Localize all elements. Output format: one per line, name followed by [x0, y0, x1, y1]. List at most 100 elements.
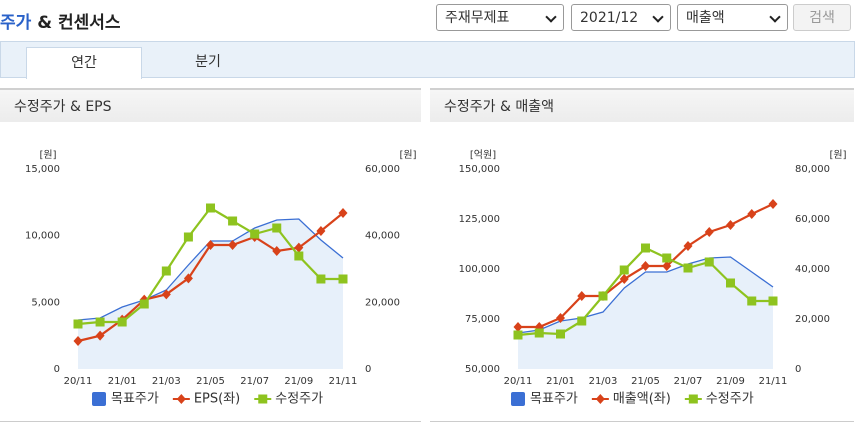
- x-tick-label: 21/09: [284, 376, 313, 387]
- x-tick-label: 21/03: [589, 376, 618, 387]
- x-tick-label: 20/11: [504, 376, 533, 387]
- marker: [338, 208, 348, 218]
- marker: [641, 261, 650, 271]
- x-tick-label: 21/09: [716, 376, 745, 387]
- marker: [598, 291, 608, 301]
- marker: [513, 322, 523, 332]
- marker: [316, 226, 326, 236]
- legend-swatch: [511, 392, 525, 406]
- marker: [206, 240, 215, 250]
- legend-label: 수정주가: [706, 392, 754, 407]
- y-tick-label: 5,000: [31, 297, 60, 308]
- y-tick-label: 10,000: [25, 231, 60, 242]
- marker: [726, 278, 735, 288]
- marker: [338, 274, 348, 284]
- y2-tick-label: 40,000: [795, 264, 830, 275]
- marker: [683, 241, 693, 251]
- marker: [556, 329, 565, 339]
- y2-tick-label: 60,000: [365, 164, 400, 175]
- x-tick-label: 21/05: [196, 376, 225, 387]
- page-title: 주가 & 컨센서스: [0, 8, 121, 33]
- marker: [704, 227, 714, 237]
- legend-marker: [688, 394, 698, 404]
- y2-tick-label: 20,000: [795, 314, 830, 325]
- y2-tick-label: 0: [795, 364, 801, 375]
- legend-label: EPS(좌): [194, 392, 240, 407]
- marker: [228, 216, 238, 226]
- statement-select[interactable]: 주재무제표: [436, 4, 564, 31]
- marker: [683, 263, 693, 273]
- marker: [577, 291, 587, 301]
- area: [78, 219, 343, 369]
- y-tick-label: 75,000: [465, 314, 500, 325]
- search-button[interactable]: 검색: [793, 4, 851, 31]
- y-axis-label: [원]: [39, 149, 56, 161]
- marker: [250, 229, 260, 239]
- legend-marker: [176, 394, 186, 404]
- y-tick-label: 15,000: [25, 164, 60, 175]
- legend-label: 매출액(좌): [613, 392, 671, 407]
- legend-label: 수정주가: [275, 392, 323, 407]
- x-tick-label: 20/11: [64, 376, 93, 387]
- marker: [747, 209, 757, 219]
- y-tick-label: 50,000: [465, 364, 500, 375]
- y2-axis-label: [원]: [399, 149, 416, 161]
- item-select[interactable]: 매출액: [677, 4, 788, 31]
- marker: [161, 289, 171, 300]
- marker: [95, 317, 105, 327]
- legend-label: 목표주가: [111, 392, 159, 407]
- legend-label: 목표주가: [530, 392, 578, 407]
- marker: [73, 319, 83, 329]
- x-tick-label: 21/05: [631, 376, 660, 387]
- marker: [768, 199, 778, 209]
- title-highlight: 주가: [0, 13, 32, 33]
- x-tick-label: 21/07: [240, 376, 269, 387]
- x-tick-label: 21/01: [108, 376, 137, 387]
- marker: [768, 296, 778, 306]
- marker: [95, 330, 105, 341]
- chart: [원] [원] 0 5,000 10,000 15,000 0 20,000 40,000 60,…: [25, 149, 417, 407]
- y-tick-label: 100,000: [459, 264, 500, 275]
- panel-title: 수정주가 & 매출액: [430, 88, 854, 122]
- marker: [726, 220, 735, 230]
- y2-tick-label: 20,000: [365, 297, 400, 308]
- marker: [662, 261, 672, 271]
- x-tick-label: 21/03: [152, 376, 181, 387]
- y-tick-label: 150,000: [459, 164, 500, 175]
- x-tick-label: 21/11: [759, 376, 788, 387]
- tab-annual[interactable]: 연간: [26, 47, 142, 79]
- marker: [534, 328, 544, 338]
- marker: [619, 274, 629, 284]
- chart-panel: 수정주가 & EPS [원] [원] 0 5,000 10,000 15,000 0 20,0…: [0, 88, 421, 422]
- marker: [556, 313, 565, 323]
- legend-marker: [258, 394, 268, 404]
- tab-quarter[interactable]: 분기: [195, 54, 221, 70]
- title-rest: & 컨센서스: [37, 13, 121, 33]
- period-select[interactable]: 2021/12: [571, 4, 671, 31]
- y2-tick-label: 60,000: [795, 214, 830, 225]
- marker: [161, 266, 171, 276]
- x-tick-label: 21/01: [546, 376, 575, 387]
- marker: [206, 203, 215, 213]
- y-tick-label: 0: [54, 364, 60, 375]
- marker: [228, 240, 238, 250]
- marker: [662, 253, 672, 263]
- y2-axis-label: [원]: [829, 149, 846, 161]
- y2-tick-label: 40,000: [365, 231, 400, 242]
- marker: [139, 299, 149, 309]
- marker: [513, 330, 523, 340]
- marker: [272, 246, 282, 256]
- marker: [272, 223, 282, 233]
- tab-bar: 연간 분기: [0, 41, 855, 79]
- marker: [747, 296, 757, 306]
- marker: [641, 243, 650, 253]
- marker: [294, 242, 304, 253]
- marker: [577, 316, 587, 326]
- y2-tick-label: 0: [365, 364, 371, 375]
- marker: [73, 336, 83, 346]
- marker: [704, 257, 714, 267]
- y-tick-label: 125,000: [459, 214, 500, 225]
- area: [518, 257, 773, 369]
- chart: [억원] [원] 50,000 75,000 100,000 125,000 150,000…: [459, 149, 847, 407]
